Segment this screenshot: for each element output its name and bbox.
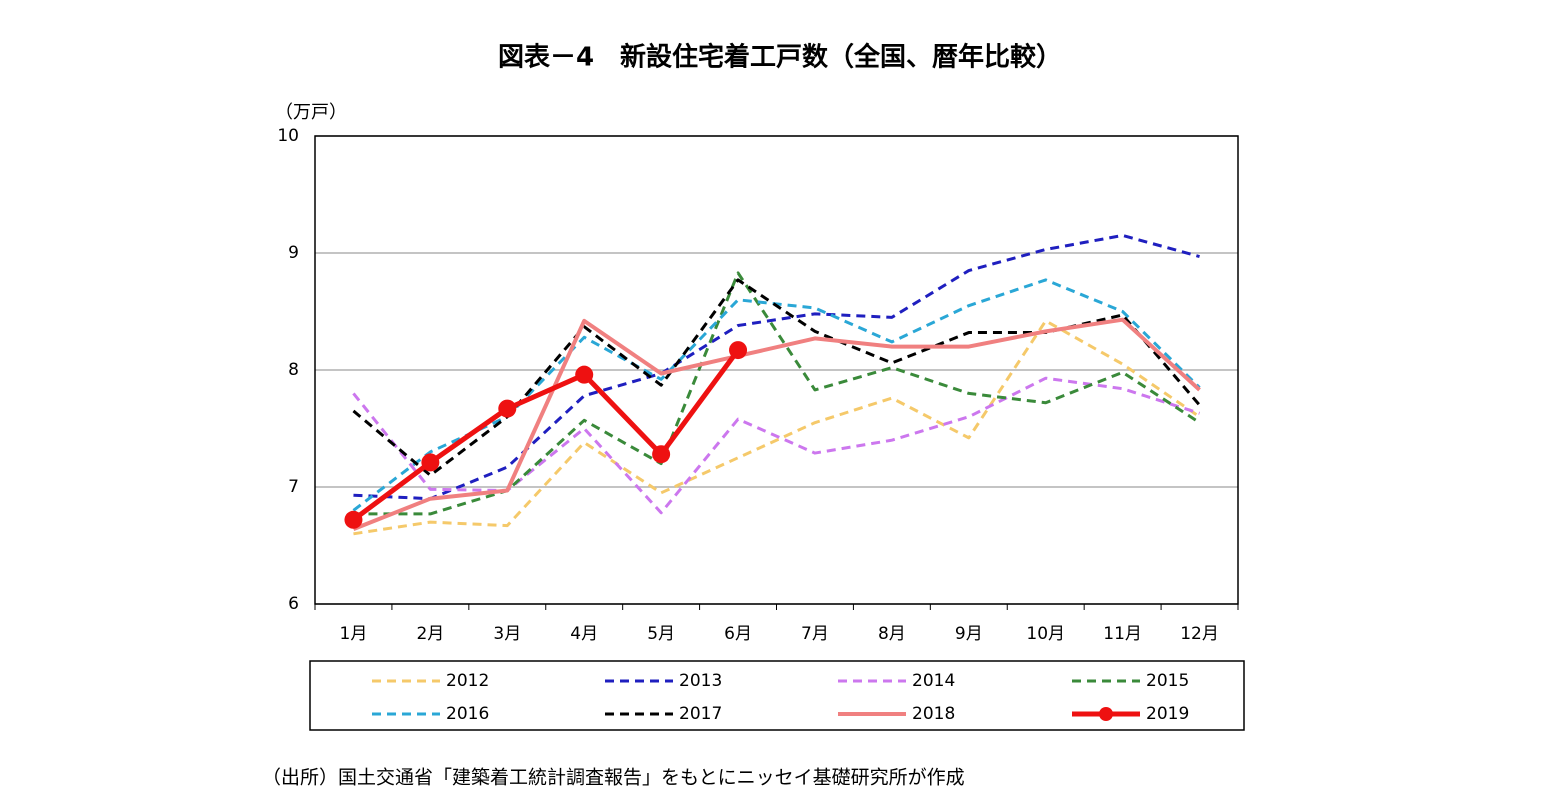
series-line	[351, 348, 741, 522]
legend-box	[309, 660, 1245, 731]
x-tick-label: 1月	[340, 624, 368, 644]
legend-label: 2017	[679, 704, 722, 724]
y-tick-label: 6	[288, 594, 299, 614]
series-line	[353, 233, 1200, 501]
series-line	[352, 278, 1201, 512]
y-tick-label: 10	[277, 126, 299, 146]
x-tick-label: 2月	[416, 624, 444, 644]
x-tick-label: 6月	[724, 624, 752, 644]
x-tick-label: 9月	[955, 624, 983, 644]
x-tick-label: 11月	[1103, 624, 1142, 644]
x-tick-label: 3月	[493, 624, 521, 644]
legend-label: 2015	[1146, 671, 1189, 691]
chart-title: 図表－4 新設住宅着工戸数（全国、暦年比較）	[498, 42, 1062, 73]
series-marker	[652, 445, 671, 464]
series-line	[352, 278, 1201, 477]
legend-label: 2014	[912, 671, 955, 691]
y-tick-label: 7	[288, 477, 299, 497]
x-tick-label: 12月	[1180, 624, 1219, 644]
legend-label: 2012	[446, 671, 489, 691]
x-tick-label: 8月	[878, 624, 906, 644]
series-marker	[575, 365, 594, 384]
y-axis-label: （万戸）	[275, 102, 347, 123]
series-marker	[498, 399, 517, 418]
x-tick-label: 10月	[1026, 624, 1065, 644]
legend-marker	[1099, 707, 1113, 721]
legend-label: 2018	[912, 704, 955, 724]
series-line	[353, 271, 1201, 516]
y-tick-label: 8	[288, 360, 299, 380]
series-line	[353, 319, 1201, 536]
x-tick-label: 7月	[801, 624, 829, 644]
legend-label: 2013	[679, 671, 722, 691]
y-tick-label: 9	[288, 243, 299, 263]
series-line	[352, 317, 1201, 531]
series-marker	[421, 453, 440, 472]
x-tick-label: 5月	[647, 624, 675, 644]
source-note: （出所）国土交通省「建築着工統計調査報告」をもとにニッセイ基礎研究所が作成	[262, 767, 965, 789]
series-marker	[729, 341, 748, 360]
series-marker	[344, 510, 363, 529]
legend-label: 2016	[446, 704, 489, 724]
legend-label: 2019	[1146, 704, 1189, 724]
plot-border	[314, 135, 1239, 605]
x-tick-label: 4月	[570, 624, 598, 644]
